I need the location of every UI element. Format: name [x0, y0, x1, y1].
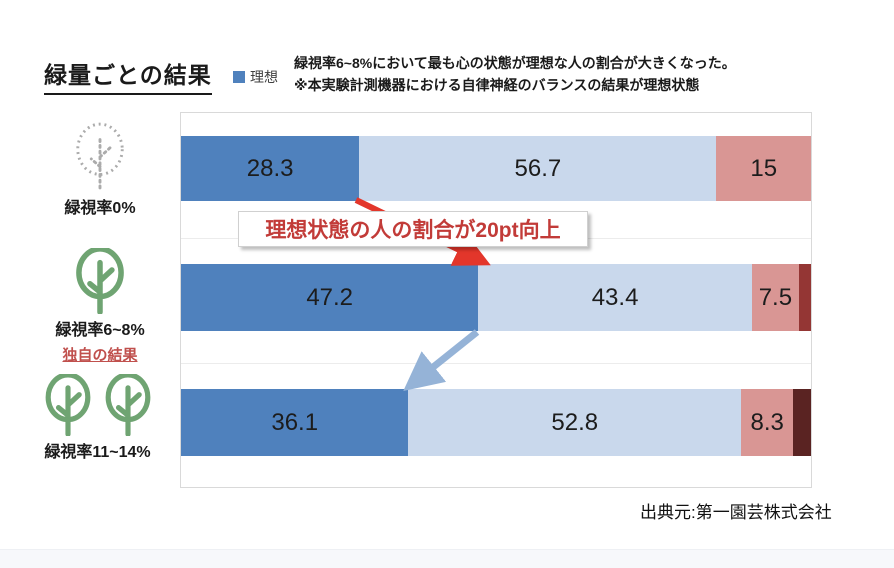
- bar-segment-2-2: 8.3: [741, 389, 794, 456]
- header-note: 緑視率6~8%において最も心の状態が理想な人の割合が大きくなった。 ※本実験計測…: [294, 52, 880, 96]
- page-title: 緑量ごとの結果: [44, 56, 212, 95]
- category-2: 緑視率11~14%: [15, 374, 180, 462]
- category-label-0: 緑視率0%: [64, 200, 136, 217]
- callout-box: 理想状態の人の割合が20pt向上: [238, 211, 588, 247]
- category-label-2: 緑視率11~14%: [44, 444, 151, 461]
- bar-segment-1-1: 43.4: [478, 264, 752, 331]
- bar-segment-0-2: 15: [716, 136, 811, 201]
- bar-segment-1-2: 7.5: [751, 264, 800, 331]
- gridline: [181, 363, 811, 364]
- bottom-band: [0, 549, 894, 568]
- tree-dotted-icon: [25, 122, 175, 192]
- bar-segment-2-3: [793, 389, 811, 456]
- category-0: 緑視率0%: [25, 122, 175, 218]
- chart-plot-area: 28.3 56.7 15 47.2 43.4 7.5 36.1 52.8 8.3: [180, 112, 812, 488]
- chart-legend: 理想: [233, 67, 278, 87]
- legend-swatch-ideal: [233, 71, 245, 83]
- category-label-1: 緑視率6~8%: [55, 322, 145, 339]
- bar-row-2: 36.1 52.8 8.3: [181, 389, 811, 456]
- header-note-line2: ※本実験計測機器における自律神経のバランスの結果が理想状態: [294, 77, 700, 93]
- category-1: 緑視率6~8% 独自の結果: [25, 248, 175, 365]
- bar-segment-0-0: 28.3: [181, 136, 360, 201]
- bar-row-0: 28.3 56.7 15: [181, 136, 811, 201]
- category-sublabel-1: 独自の結果: [62, 347, 138, 364]
- bar-segment-1-0: 47.2: [181, 264, 479, 331]
- bar-segment-2-1: 52.8: [408, 389, 742, 456]
- tree-green-icon: [25, 248, 175, 314]
- bar-row-1: 47.2 43.4 7.5: [181, 264, 811, 331]
- bar-segment-0-1: 56.7: [359, 136, 717, 201]
- header-note-line1: 緑視率6~8%において最も心の状態が理想な人の割合が大きくなった。: [294, 55, 736, 71]
- source-credit: 出典元:第一園芸株式会社: [640, 503, 832, 522]
- legend-label-ideal: 理想: [250, 69, 278, 85]
- bar-segment-1-3: [799, 264, 811, 331]
- tree-green-double-icon: [15, 374, 180, 436]
- callout-text: 理想状態の人の割合が20pt向上: [265, 219, 561, 242]
- bar-segment-2-0: 36.1: [181, 389, 409, 456]
